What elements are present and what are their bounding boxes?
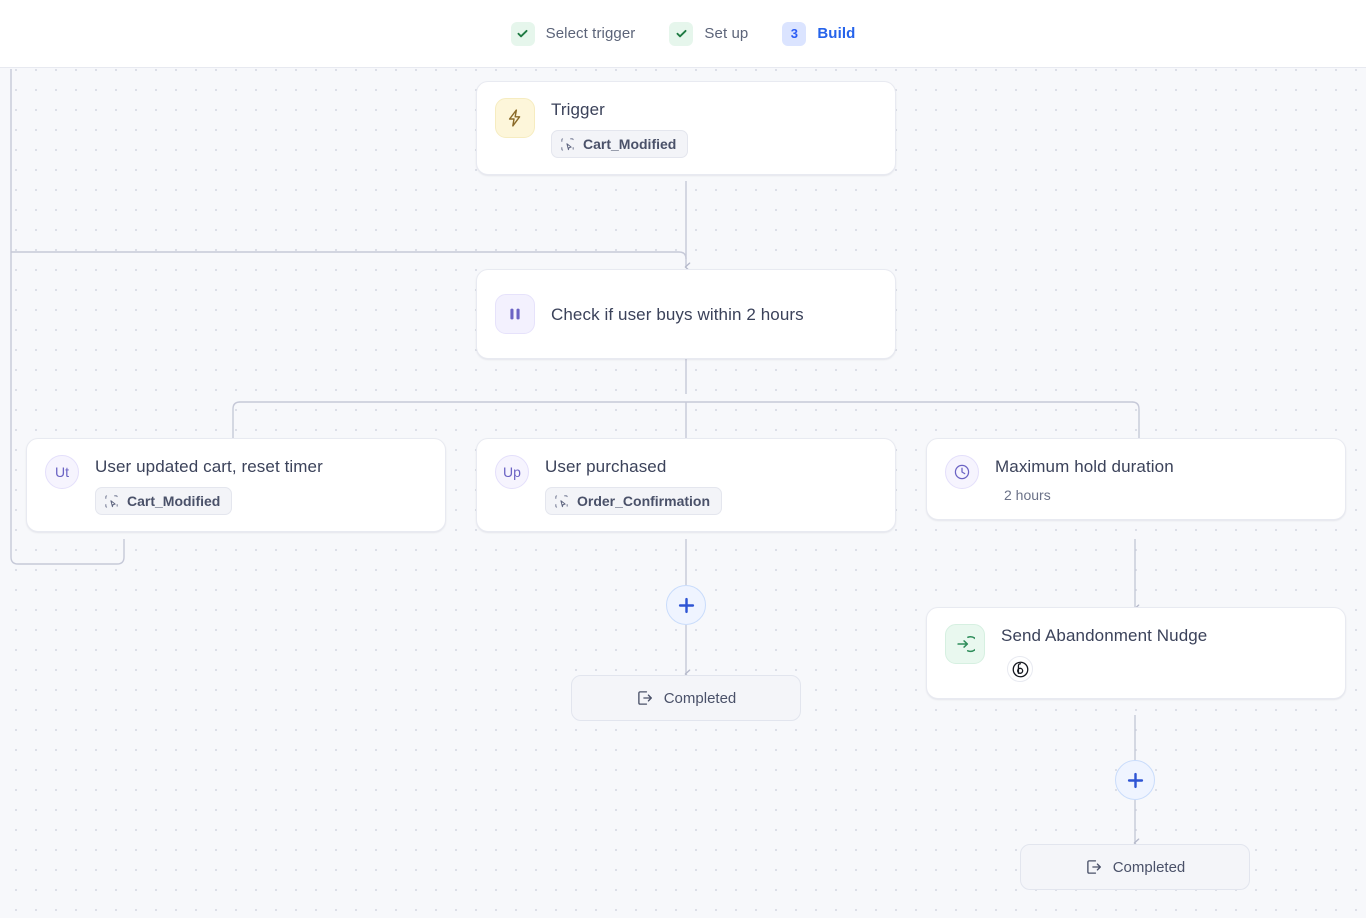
step-number-badge: 3: [782, 21, 807, 46]
wizard-step-select-trigger[interactable]: Select trigger: [510, 21, 636, 46]
edge-split-corner-right: [1131, 401, 1140, 410]
terminal-label: Completed: [1112, 858, 1186, 876]
node-branch-maximum-hold-duration[interactable]: Maximum hold duration 2 hours: [926, 438, 1346, 521]
exit-arrow-icon: [1085, 858, 1103, 876]
wizard-step-label: Select trigger: [545, 25, 636, 42]
branch-initials-badge: Up: [495, 455, 529, 489]
edge-loopback-into-check: [11, 251, 687, 260]
node-title: User updated cart, reset timer: [95, 457, 323, 476]
node-branch-user-purchased[interactable]: Up User purchased Order_Confirmation: [476, 438, 896, 533]
check-icon: [510, 21, 535, 46]
event-pill-label: Cart_Modified: [127, 493, 221, 510]
check-icon: [669, 21, 694, 46]
edge-loopback-left-vertical: [10, 69, 125, 565]
wizard-step-label: Set up: [704, 25, 749, 42]
event-pill[interactable]: Cart_Modified: [95, 487, 233, 516]
plus-icon: [1127, 772, 1143, 788]
event-pill-label: Cart_Modified: [583, 136, 677, 153]
branch-initials-badge: Ut: [45, 455, 79, 489]
node-title: Check if user buys within 2 hours: [551, 304, 804, 324]
node-subtitle: 2 hours: [1004, 487, 1051, 504]
lightning-bolt-icon: [495, 98, 535, 138]
workflow-canvas[interactable]: Trigger Cart_Modified: [0, 69, 1366, 918]
node-branch-user-updated-cart[interactable]: Ut User updated cart, reset timer Cart_M…: [26, 438, 446, 533]
edge-split-corner-left: [232, 401, 241, 410]
wizard-step-build[interactable]: 3 Build: [782, 21, 856, 46]
connector-edges: [10, 69, 1140, 918]
add-step-button-right[interactable]: [1115, 760, 1155, 800]
push-arrow-icon: [945, 624, 985, 664]
pause-icon: [495, 294, 535, 334]
node-title: Trigger: [551, 100, 605, 119]
terminal-label: Completed: [663, 689, 737, 707]
node-trigger[interactable]: Trigger Cart_Modified: [476, 81, 896, 176]
wizard-header: Select trigger Set up 3 Build: [0, 0, 1366, 68]
plus-icon: [678, 597, 694, 613]
exit-arrow-icon: [636, 689, 654, 707]
terminal-completed-middle[interactable]: Completed: [571, 675, 801, 721]
wizard-step-set-up[interactable]: Set up: [669, 21, 749, 46]
node-title: User purchased: [545, 457, 667, 476]
node-title: Send Abandonment Nudge: [1001, 626, 1208, 645]
event-select-icon: [560, 137, 575, 152]
add-step-button-middle[interactable]: [666, 585, 706, 625]
event-pill-label: Order_Confirmation: [577, 493, 711, 510]
event-select-icon: [554, 494, 569, 509]
node-wait-check[interactable]: Check if user buys within 2 hours: [476, 269, 896, 359]
node-send-abandonment-nudge[interactable]: Send Abandonment Nudge: [926, 607, 1346, 700]
brand-b-logo-icon: [1007, 656, 1033, 683]
event-pill[interactable]: Order_Confirmation: [545, 487, 723, 516]
terminal-completed-right[interactable]: Completed: [1020, 844, 1250, 890]
clock-icon: [945, 455, 979, 489]
event-pill[interactable]: Cart_Modified: [551, 130, 689, 159]
wizard-step-label: Build: [817, 25, 856, 42]
event-select-icon: [104, 494, 119, 509]
node-title: Maximum hold duration: [995, 457, 1174, 476]
